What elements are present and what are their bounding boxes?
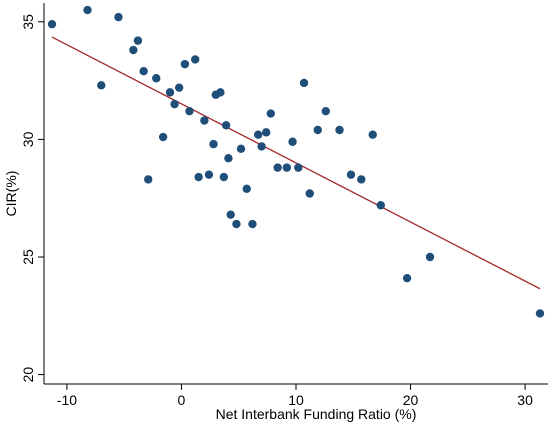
data-point	[194, 172, 203, 182]
data-point	[232, 219, 241, 229]
data-point	[368, 130, 377, 139]
data-point	[299, 78, 309, 88]
x-tick-label: -10	[57, 392, 77, 408]
axes: -10 0 10 20 30 20 25 30 35	[20, 3, 548, 408]
data-point	[288, 137, 297, 146]
y-axis-label: CIR(%)	[3, 171, 19, 217]
data-point	[158, 132, 168, 142]
data-point	[180, 59, 190, 69]
data-point	[144, 175, 153, 184]
y-tick-label: 20	[20, 367, 36, 383]
data-point	[224, 154, 233, 163]
y-tick-label: 30	[20, 131, 36, 147]
x-tick-label: 30	[517, 392, 533, 408]
data-point	[262, 128, 271, 137]
data-point	[165, 88, 175, 97]
data-point	[273, 163, 282, 172]
data-point	[357, 175, 366, 184]
x-tick-label: 20	[403, 392, 419, 408]
y-tick-label: 25	[20, 249, 36, 265]
data-point	[209, 139, 218, 149]
data-point	[321, 106, 330, 116]
data-point	[376, 201, 385, 210]
y-tick-label: 35	[20, 14, 36, 30]
data-point	[535, 309, 545, 318]
x-tick-label: 0	[178, 392, 186, 408]
data-point	[254, 130, 263, 139]
data-point	[257, 142, 266, 151]
points-group	[47, 5, 545, 318]
data-point	[266, 109, 275, 118]
data-point	[282, 163, 292, 172]
x-axis-label: Net Interbank Funding Ratio (%)	[216, 406, 417, 422]
data-point	[200, 116, 209, 125]
data-point	[83, 5, 92, 15]
data-point	[335, 125, 344, 135]
data-point	[425, 252, 435, 262]
data-point	[204, 170, 214, 179]
data-point	[242, 184, 251, 193]
data-point	[129, 45, 138, 55]
x-tick-label: 10	[288, 392, 304, 408]
data-point	[305, 189, 314, 198]
data-point	[174, 83, 184, 92]
data-point	[139, 67, 148, 76]
data-point	[47, 19, 57, 29]
fit-line	[51, 36, 541, 290]
data-point	[191, 55, 200, 64]
data-point	[170, 99, 179, 109]
data-point	[248, 219, 257, 229]
fit-line-group	[51, 36, 541, 290]
data-point	[313, 125, 322, 135]
data-point	[216, 88, 225, 97]
data-point	[133, 36, 143, 45]
data-point	[185, 106, 194, 116]
data-point	[236, 144, 246, 154]
data-point	[97, 81, 106, 90]
data-point	[294, 163, 303, 172]
data-point	[402, 273, 412, 283]
data-point	[221, 121, 231, 130]
data-point	[346, 170, 356, 179]
data-point	[219, 172, 229, 182]
data-point	[226, 210, 235, 219]
data-point	[114, 12, 123, 22]
data-point	[152, 74, 161, 83]
